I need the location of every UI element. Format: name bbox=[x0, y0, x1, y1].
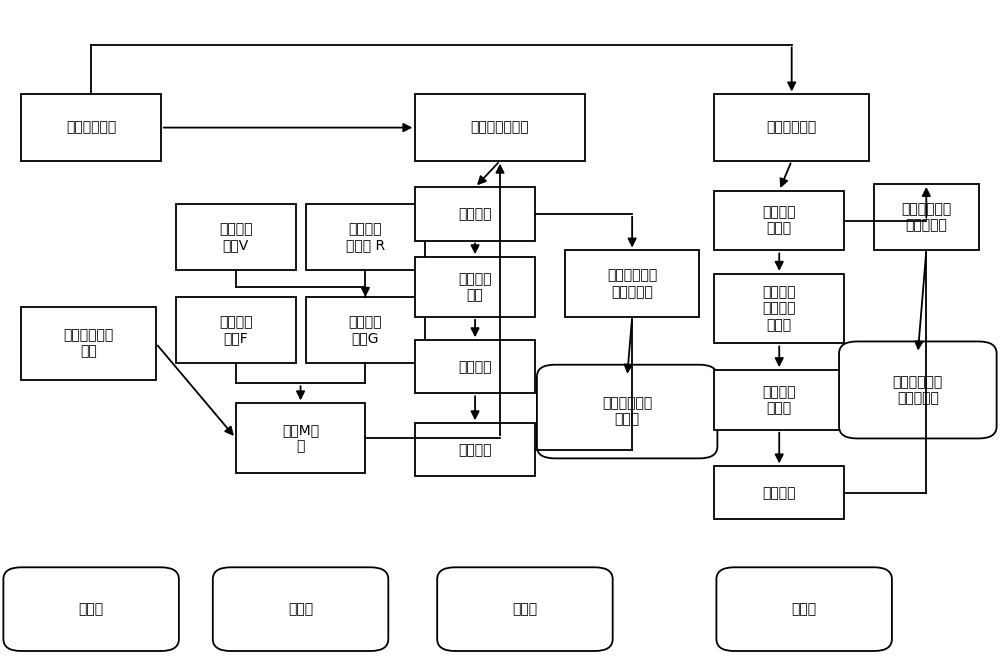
FancyBboxPatch shape bbox=[306, 204, 425, 270]
FancyBboxPatch shape bbox=[306, 297, 425, 364]
FancyBboxPatch shape bbox=[714, 191, 844, 251]
Text: 计算估计
矩阵G: 计算估计 矩阵G bbox=[349, 315, 382, 346]
FancyBboxPatch shape bbox=[415, 94, 585, 161]
FancyBboxPatch shape bbox=[415, 340, 535, 394]
FancyBboxPatch shape bbox=[415, 423, 535, 476]
Text: 计算亮度
对比度: 计算亮度 对比度 bbox=[762, 205, 796, 235]
FancyBboxPatch shape bbox=[565, 251, 699, 317]
FancyBboxPatch shape bbox=[176, 204, 296, 270]
Text: 获取标准色卡
图像: 获取标准色卡 图像 bbox=[64, 328, 114, 359]
FancyBboxPatch shape bbox=[714, 466, 844, 520]
Text: 分割背景
与目标: 分割背景 与目标 bbox=[762, 385, 796, 415]
Text: 输出计数与最
佳波长组合: 输出计数与最 佳波长组合 bbox=[893, 375, 943, 405]
Text: 步骤四: 步骤四 bbox=[792, 602, 817, 616]
FancyBboxPatch shape bbox=[213, 568, 388, 651]
Text: 步骤一: 步骤一 bbox=[79, 602, 104, 616]
FancyBboxPatch shape bbox=[21, 94, 161, 161]
FancyBboxPatch shape bbox=[3, 568, 179, 651]
Text: 统计所有图像
计数并筛选: 统计所有图像 计数并筛选 bbox=[607, 269, 657, 299]
Text: 构建M矩
阵: 构建M矩 阵 bbox=[282, 423, 319, 453]
Text: 构建色块
矩阵V: 构建色块 矩阵V bbox=[219, 222, 252, 252]
FancyBboxPatch shape bbox=[176, 297, 296, 364]
Text: 平滑滤波: 平滑滤波 bbox=[458, 207, 492, 221]
FancyBboxPatch shape bbox=[716, 568, 892, 651]
FancyBboxPatch shape bbox=[537, 365, 717, 458]
Text: 边缘特征
提取: 边缘特征 提取 bbox=[458, 272, 492, 302]
FancyBboxPatch shape bbox=[714, 273, 844, 344]
Text: 步骤二: 步骤二 bbox=[288, 602, 313, 616]
Text: 最大类间
方差法计
算阈值: 最大类间 方差法计 算阈值 bbox=[762, 285, 796, 331]
Text: 设置滤波
矩阵F: 设置滤波 矩阵F bbox=[219, 315, 252, 346]
FancyBboxPatch shape bbox=[714, 94, 869, 161]
Text: 构建反射
率矩阵 R: 构建反射 率矩阵 R bbox=[346, 222, 385, 252]
Text: 单波长分光图像: 单波长分光图像 bbox=[471, 121, 529, 135]
Text: 疵病计数: 疵病计数 bbox=[762, 486, 796, 500]
Text: 边缘细化: 边缘细化 bbox=[458, 360, 492, 374]
Text: 统计所有图像
计数并筛选: 统计所有图像 计数并筛选 bbox=[901, 202, 951, 232]
FancyBboxPatch shape bbox=[437, 568, 613, 651]
FancyBboxPatch shape bbox=[415, 187, 535, 241]
FancyBboxPatch shape bbox=[714, 370, 844, 430]
FancyBboxPatch shape bbox=[21, 307, 156, 380]
FancyBboxPatch shape bbox=[874, 184, 979, 251]
Text: 彩色分光图像: 彩色分光图像 bbox=[767, 121, 817, 135]
Text: 疵病计数: 疵病计数 bbox=[458, 443, 492, 457]
Text: 获取疵病图像: 获取疵病图像 bbox=[66, 121, 116, 135]
Text: 输出计数与最
佳皮长: 输出计数与最 佳皮长 bbox=[602, 396, 652, 427]
FancyBboxPatch shape bbox=[236, 404, 365, 473]
Text: 步骤三: 步骤三 bbox=[512, 602, 537, 616]
FancyBboxPatch shape bbox=[839, 342, 997, 438]
FancyBboxPatch shape bbox=[415, 257, 535, 317]
